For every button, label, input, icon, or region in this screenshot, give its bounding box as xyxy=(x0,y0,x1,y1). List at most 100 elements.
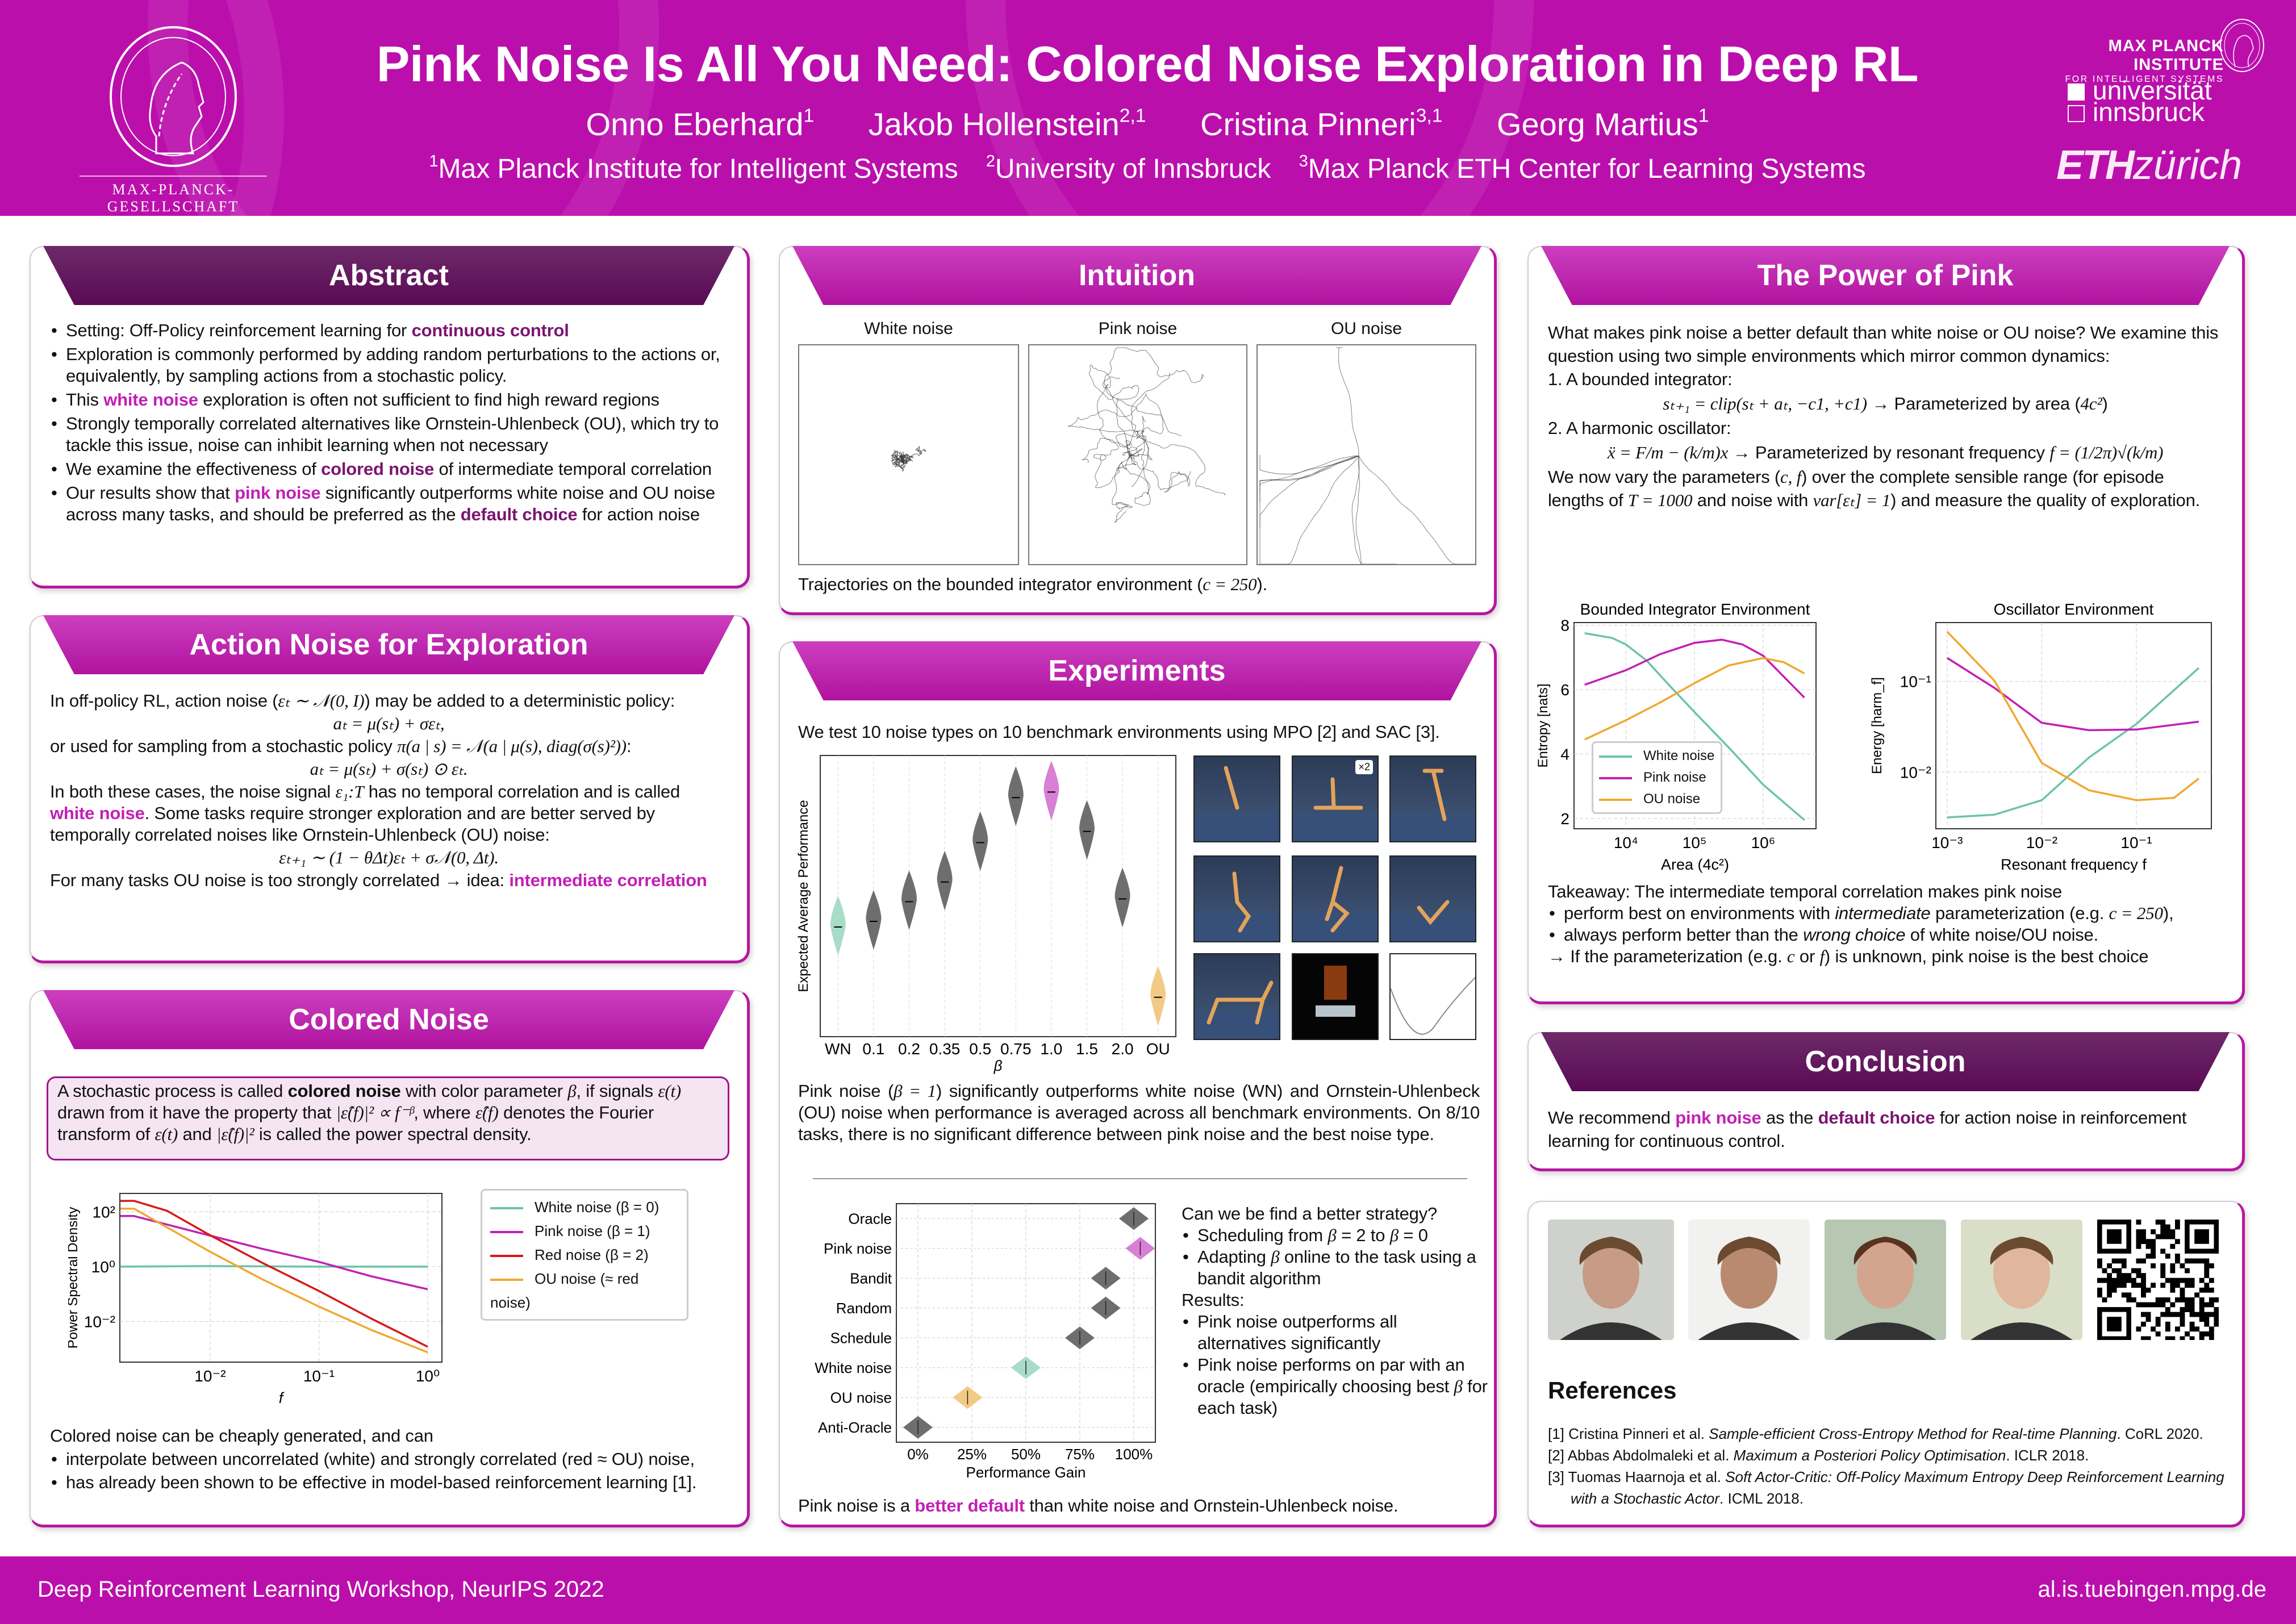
qr-module xyxy=(2165,1312,2170,1317)
qr-module xyxy=(2131,1297,2136,1302)
trajectory-path xyxy=(1122,394,1164,487)
math-segment: aₜ = μ(sₜ) + σεₜ, xyxy=(333,713,445,733)
qr-module xyxy=(2165,1307,2170,1312)
qr-module xyxy=(2117,1273,2122,1279)
x-tick-label: 2.0 xyxy=(1112,1040,1134,1058)
text-segment: In off-policy RL, action noise ( xyxy=(50,691,278,711)
bullet-item: has already been shown to be effective i… xyxy=(50,1471,728,1494)
qr-module xyxy=(2189,1307,2195,1312)
qr-module xyxy=(2155,1302,2161,1308)
abstract-body: Setting: Off-Policy reinforcement learni… xyxy=(50,320,728,528)
math-segment: f xyxy=(1819,946,1825,966)
author-photo xyxy=(1961,1220,2082,1340)
text-segment: with color parameter xyxy=(400,1081,568,1101)
x-tick-label: 10⁻¹ xyxy=(2120,834,2152,851)
qr-module xyxy=(2209,1263,2214,1268)
text-segment: Adapting xyxy=(1197,1247,1271,1267)
bullet-item: Scheduling from β = 2 to β = 0 xyxy=(1182,1225,1488,1246)
y-category-label: Oracle xyxy=(848,1210,892,1227)
text-segment: exploration is often not sufficient to f… xyxy=(198,390,659,410)
legend-entry: White noise xyxy=(1599,745,1715,767)
qr-module xyxy=(2160,1268,2166,1274)
text-segment: significantly outperforms white noise an… xyxy=(66,483,715,524)
qr-module xyxy=(2160,1302,2166,1308)
text-segment: drawn from it have the property that xyxy=(57,1103,336,1122)
qr-module xyxy=(2185,1302,2190,1308)
paragraph: Can we be find a better strategy? xyxy=(1182,1203,1488,1225)
qr-module xyxy=(2160,1249,2166,1254)
person-silhouette-icon xyxy=(1971,1237,2073,1340)
qr-module xyxy=(2180,1317,2185,1322)
reacher-illustration xyxy=(1391,900,1475,941)
qr-module xyxy=(2136,1220,2141,1225)
env-thumbnail-acrobot xyxy=(1389,755,1476,842)
abstract-heading: Abstract xyxy=(43,246,734,305)
shoulders-shape xyxy=(1698,1322,1800,1340)
violin-0.2 xyxy=(901,870,917,930)
series-line xyxy=(120,1265,428,1268)
hopper-illustration xyxy=(1195,871,1279,941)
bullet-item: This white noise exploration is often no… xyxy=(50,389,728,411)
env-thumbnail-pendulum xyxy=(1193,755,1280,842)
mpi-logo-line1: MAX PLANCK INSTITUTE xyxy=(2108,37,2224,74)
qr-module xyxy=(2174,1239,2180,1245)
website-link[interactable]: al.is.tuebingen.mpg.de xyxy=(2038,1577,2267,1602)
x-axis-label: Resonant frequency f xyxy=(2001,856,2147,873)
pendulum-illustration xyxy=(1195,766,1279,841)
text-segment: . Some tasks require stronger exploratio… xyxy=(50,803,655,845)
qr-module xyxy=(2199,1307,2205,1312)
bullet-item: Pink noise performs on par with an oracl… xyxy=(1182,1354,1488,1419)
x-tick-label: 0.2 xyxy=(898,1040,920,1058)
qr-finder-core xyxy=(2107,1229,2122,1244)
qr-module xyxy=(2136,1258,2141,1264)
text-segment: Pink noise ( xyxy=(798,1081,894,1101)
trajectory-path xyxy=(1259,456,1359,503)
eth-logo-light: zürich xyxy=(2133,143,2243,188)
x-tick-label: 0% xyxy=(907,1446,929,1463)
qr-module xyxy=(2136,1273,2141,1279)
y-tick-label: 10⁻¹ xyxy=(1900,673,1931,691)
legend-swatch xyxy=(1599,776,1632,779)
text-segment: than white noise and Ornstein-Uhlenbeck … xyxy=(1024,1496,1399,1516)
qr-module xyxy=(2165,1229,2170,1234)
bullet-item: Setting: Off-Policy reinforcement learni… xyxy=(50,320,728,341)
colored-noise-definition: A stochastic process is called colored n… xyxy=(47,1076,729,1160)
poster-header: MAX-PLANCK-GESELLSCHAFT Pink Noise Is Al… xyxy=(0,0,2296,216)
qr-module xyxy=(2121,1263,2127,1268)
qr-module xyxy=(2174,1326,2180,1332)
mpi-logo-line2: FOR INTELLIGENT SYSTEMS xyxy=(2065,74,2224,84)
trajectory-path xyxy=(1260,456,1359,564)
qr-module xyxy=(2199,1312,2205,1317)
series-line xyxy=(1946,657,2199,732)
qr-module xyxy=(2136,1243,2141,1249)
legend-entry: OU noise (≈ red noise) xyxy=(490,1267,679,1314)
qr-module xyxy=(2165,1297,2170,1302)
qr-module xyxy=(2189,1283,2195,1288)
text-segment: ). xyxy=(1256,574,1268,594)
floor-shape xyxy=(1293,813,1377,841)
qr-module xyxy=(2180,1307,2185,1312)
qr-module xyxy=(2165,1321,2170,1327)
qr-module xyxy=(2185,1258,2190,1264)
qr-code[interactable] xyxy=(2097,1220,2219,1340)
y-tick-label: 2 xyxy=(1560,810,1569,828)
poster-title: Pink Noise Is All You Need: Colored Nois… xyxy=(376,36,1919,92)
mpg-caption: MAX-PLANCK-GESELLSCHAFT xyxy=(80,176,267,215)
qr-module xyxy=(2111,1287,2117,1293)
affiliation-name: University of Innsbruck xyxy=(995,154,1271,185)
person-silhouette-icon xyxy=(1698,1237,1800,1340)
floor-shape xyxy=(1195,913,1279,941)
x-axis-label: Area (4c²) xyxy=(1661,856,1729,873)
face-shape xyxy=(1583,1238,1639,1309)
qr-module xyxy=(2151,1263,2156,1268)
reference-item: [2] Abbas Abdolmaleki et al. Maximum a P… xyxy=(1548,1445,2235,1466)
intro-text: We test 10 noise types on 10 benchmark e… xyxy=(798,720,1480,744)
math-segment: ε(t) xyxy=(155,1124,178,1144)
trajectory-path xyxy=(1130,454,1191,492)
qr-module xyxy=(2170,1336,2176,1340)
affiliation-list: 1Max Planck Institute for Intelligent Sy… xyxy=(284,152,2011,185)
qr-module xyxy=(2185,1283,2190,1288)
intuition-caption: Trajectories on the bounded integrator e… xyxy=(798,573,1480,596)
affiliation: 3Max Planck ETH Center for Learning Syst… xyxy=(1299,152,1866,184)
